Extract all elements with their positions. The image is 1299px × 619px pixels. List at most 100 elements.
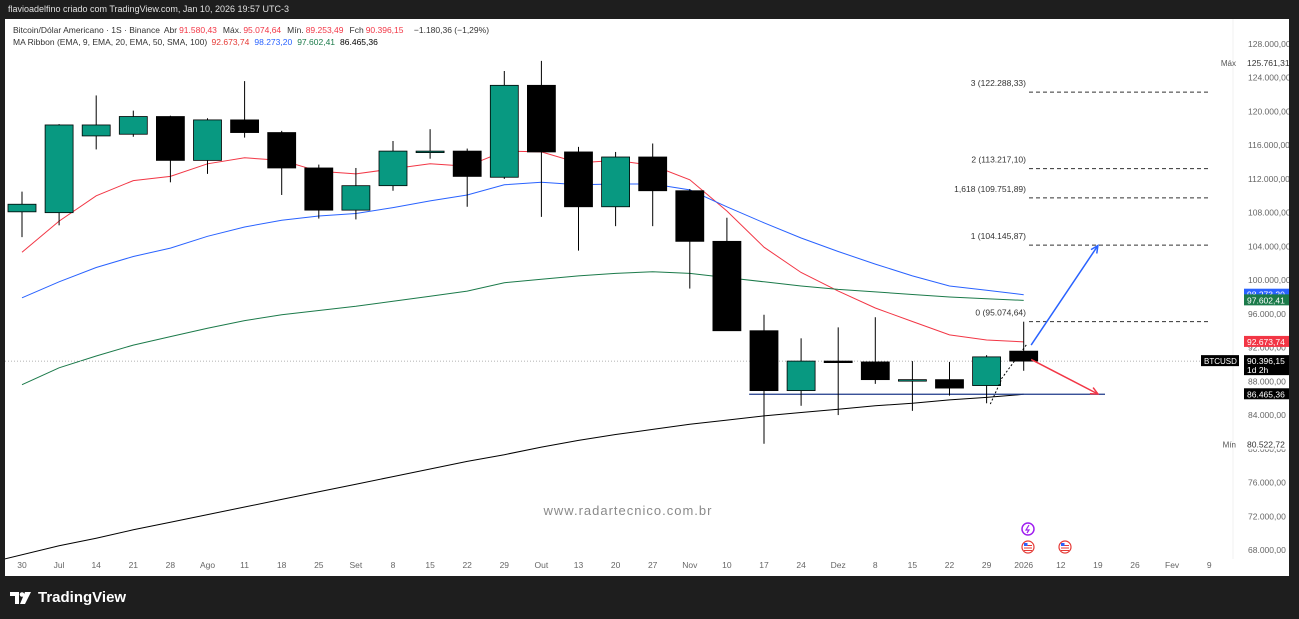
candle[interactable] xyxy=(898,361,927,411)
x-tick-label: Out xyxy=(535,560,549,570)
candle[interactable] xyxy=(489,70,519,179)
legend-ribbon-value: 92.673,74 xyxy=(211,37,250,47)
legend-ribbon-value: 98.273,20 xyxy=(254,37,293,47)
legend-ohlc-label: Fch xyxy=(349,25,364,35)
candle-body xyxy=(193,119,222,161)
legend-ohlc-value: 91.580,43 xyxy=(179,25,217,35)
lightning-icon xyxy=(1021,522,1035,536)
projection-hook xyxy=(1001,343,1028,380)
y-tick-label: 72.000,00 xyxy=(1248,511,1286,521)
candle-body xyxy=(786,360,816,392)
price-badge-text: 92.673,74 xyxy=(1247,337,1285,347)
x-tick-label: 22 xyxy=(945,560,955,570)
candle-body xyxy=(564,151,593,208)
candle[interactable] xyxy=(675,189,705,289)
candle-body xyxy=(823,360,853,363)
candle[interactable] xyxy=(452,148,482,207)
event-marker-us-economic[interactable] xyxy=(1058,540,1072,554)
candle[interactable] xyxy=(118,110,148,137)
legend-ohlc: Abr 91.580,43 Máx. 95.074,64 Mín. 89.253,49 Fc… xyxy=(164,25,410,35)
candle-body xyxy=(378,150,408,187)
price-badge: 97.602,41 xyxy=(1244,294,1289,306)
projection-arrow-2 xyxy=(1030,358,1099,395)
legend-ribbon-label: MA Ribbon (EMA, 9, EMA, 20, EMA, 50, SMA… xyxy=(13,37,208,47)
ma-line-1 xyxy=(21,150,1024,343)
price-badge-bg xyxy=(1244,56,1289,68)
candle-body xyxy=(341,185,371,211)
x-tick-label: 22 xyxy=(462,560,472,570)
price-badge: 86.465,36 xyxy=(1244,388,1289,400)
candle[interactable] xyxy=(267,130,297,195)
event-marker-us-economic[interactable] xyxy=(1021,540,1035,554)
candle-body xyxy=(972,356,1001,386)
ma-line-3 xyxy=(21,271,1024,386)
candle-body xyxy=(860,361,890,381)
candle[interactable] xyxy=(81,95,111,150)
candle-body xyxy=(452,150,482,177)
candle-body xyxy=(1009,350,1039,362)
candle[interactable] xyxy=(972,355,1001,404)
y-tick-label: 128.000,00 xyxy=(1248,39,1289,49)
candle[interactable] xyxy=(638,143,668,227)
candle[interactable] xyxy=(193,118,222,174)
projection-hook xyxy=(989,379,1002,405)
candle[interactable] xyxy=(378,140,408,191)
legend-ohlc-label: Abr xyxy=(163,25,178,35)
x-tick-label: 13 xyxy=(574,560,584,570)
tradingview-logo-icon xyxy=(10,591,31,604)
candle[interactable] xyxy=(564,146,593,251)
x-tick-label: 2026 xyxy=(1014,560,1033,570)
candle-body xyxy=(267,132,297,169)
x-tick-label: 29 xyxy=(982,560,992,570)
x-tick-label: 20 xyxy=(611,560,621,570)
x-tick-label: 30 xyxy=(17,560,27,570)
candle[interactable] xyxy=(935,361,964,396)
y-tick-label: 100.000,00 xyxy=(1248,275,1289,285)
candle[interactable] xyxy=(712,217,742,332)
candle[interactable] xyxy=(341,167,371,220)
price-badge-text: 80.522,72 xyxy=(1247,439,1285,449)
x-tick-label: 11 xyxy=(240,560,249,570)
symbol-tag: BTCUSD xyxy=(1204,357,1237,366)
candle[interactable] xyxy=(823,327,853,416)
brand-name: TradingView xyxy=(38,589,127,606)
candle-body xyxy=(675,190,705,242)
legend-ohlc-value: 95.074,64 xyxy=(243,25,282,35)
x-tick-label: 15 xyxy=(425,560,435,570)
candle[interactable] xyxy=(1009,321,1039,371)
y-tick-label: 116.000,00 xyxy=(1248,140,1289,150)
candle-body xyxy=(527,84,556,153)
candle[interactable] xyxy=(304,164,334,219)
y-tick-label: 76.000,00 xyxy=(1248,478,1286,488)
x-tick-label: Fev xyxy=(1165,560,1180,570)
x-tick-label: 21 xyxy=(129,560,139,570)
candle[interactable] xyxy=(155,115,185,183)
x-tick-label: 8 xyxy=(873,560,878,570)
chart-area[interactable]: 68.000,0072.000,0076.000,0080.000,0084.0… xyxy=(5,19,1289,576)
x-tick-label: Ago xyxy=(200,560,215,570)
x-tick-label: 25 xyxy=(314,560,324,570)
candle[interactable] xyxy=(601,151,630,227)
event-marker-earnings[interactable] xyxy=(1021,522,1035,536)
symbol-tag-bg xyxy=(1201,355,1239,367)
y-tick-label: 96.000,00 xyxy=(1248,309,1286,319)
candle[interactable] xyxy=(415,129,445,159)
candle[interactable] xyxy=(527,60,556,217)
price-badge-countdown: 1d 2h xyxy=(1247,365,1269,375)
candle[interactable] xyxy=(7,191,37,238)
price-badge: 125.761,31 Máx xyxy=(1221,56,1289,68)
price-chart[interactable]: 68.000,0072.000,0076.000,0080.000,0084.0… xyxy=(5,19,1289,576)
flag-canton xyxy=(1061,543,1065,546)
candle[interactable] xyxy=(786,338,816,406)
candle[interactable] xyxy=(860,317,890,384)
price-badge-bg xyxy=(1244,294,1289,306)
candle-body xyxy=(935,379,964,389)
legend-ribbon-values: 92.673,74 98.273,20 97.602,41 86.465,36 xyxy=(212,37,383,47)
candle[interactable] xyxy=(230,81,260,138)
candle-body xyxy=(415,150,445,154)
candle[interactable] xyxy=(44,124,74,226)
candle-body xyxy=(44,124,74,214)
y-tick-label: 112.000,00 xyxy=(1248,174,1289,184)
candle[interactable] xyxy=(749,314,779,444)
legend-ohlc-value: 90.396,15 xyxy=(365,25,404,35)
